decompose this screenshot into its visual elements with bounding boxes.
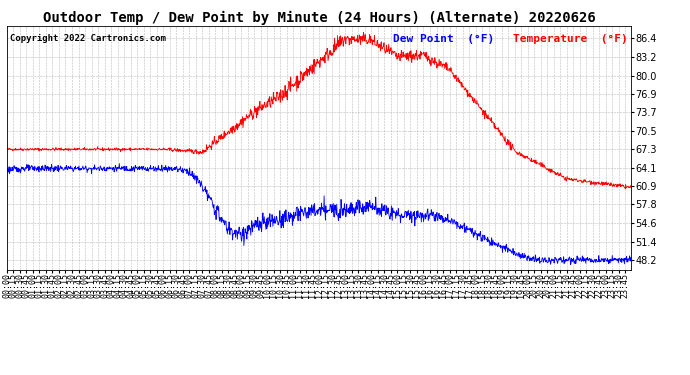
Text: Copyright 2022 Cartronics.com: Copyright 2022 Cartronics.com <box>10 34 166 43</box>
Text: Dew Point  (°F): Dew Point (°F) <box>393 34 494 44</box>
Title: Outdoor Temp / Dew Point by Minute (24 Hours) (Alternate) 20220626: Outdoor Temp / Dew Point by Minute (24 H… <box>43 11 595 25</box>
Text: Temperature  (°F): Temperature (°F) <box>513 34 628 44</box>
